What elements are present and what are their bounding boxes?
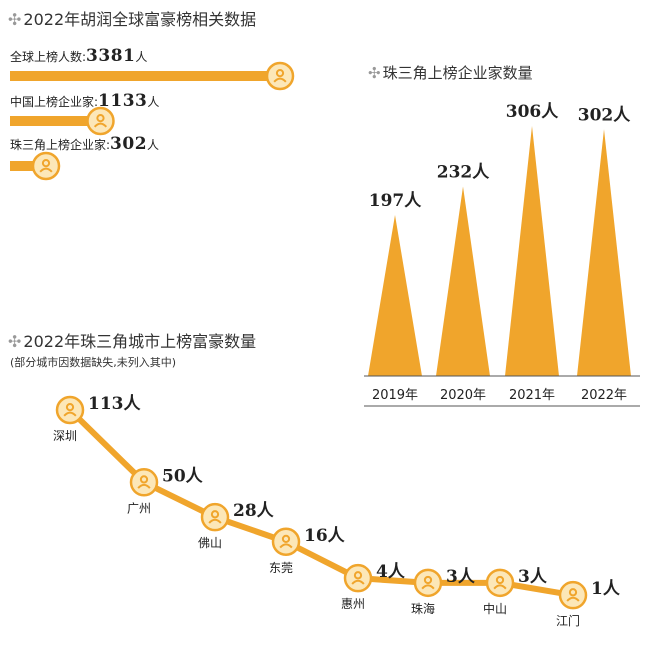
city-value-label: 4人: [376, 562, 406, 582]
person-icon-head: [423, 575, 433, 585]
global-bar: [10, 116, 101, 126]
person-icon: [265, 61, 295, 91]
global-row-unit: 人: [147, 95, 160, 109]
city-value-label: 113人: [88, 394, 141, 414]
global-row-prefix: 珠三角上榜企业家:: [10, 138, 111, 152]
year-value-label: 306人: [506, 102, 559, 122]
city-name-label: 江门: [556, 613, 580, 628]
year-value-label: 197人: [369, 191, 422, 211]
person-icon-head: [568, 588, 578, 597]
city-value-label: 1人: [591, 579, 621, 599]
person-icon-head: [139, 475, 149, 484]
plus-icon: ✣: [368, 64, 381, 82]
global-row-prefix: 全球上榜人数:: [10, 50, 87, 64]
city-value-label: 3人: [518, 567, 548, 587]
year-tick-label: 2022年: [581, 388, 627, 403]
person-icon: [31, 151, 61, 181]
person-icon-body: [421, 584, 435, 590]
prd-yearly-section-title: ✣ 珠三角上榜企业家数量: [368, 62, 533, 83]
person-icon: [413, 568, 443, 598]
prd-city-subtitle: (部分城市因数据缺失,未列入其中): [10, 356, 177, 369]
year-tick-label: 2021年: [509, 388, 555, 403]
global-bars-group: [10, 61, 295, 181]
person-icon-head: [210, 510, 220, 519]
city-name-label: 珠海: [411, 601, 435, 616]
global-row-value: 1133: [98, 91, 148, 111]
city-name-label: 惠州: [341, 597, 365, 611]
prd-city-section-title: ✣ 2022年珠三角城市上榜富豪数量: [8, 328, 256, 352]
global-row-value: 302: [110, 134, 148, 154]
year-value-label: 302人: [578, 105, 631, 125]
city-value-label: 50人: [162, 466, 204, 486]
person-icon: [271, 527, 301, 556]
person-icon-body: [566, 596, 580, 602]
global-section-title: ✣ 2022年胡润全球富豪榜相关数据: [8, 6, 256, 30]
person-icon: [55, 395, 85, 425]
city-name-label: 佛山: [198, 536, 222, 550]
yearly-spike-chart: 197人 2019年 232人 2020年 306人 2021年 302人 2022年: [364, 102, 640, 407]
person-icon-head: [96, 114, 105, 123]
person-icon-head: [495, 575, 505, 585]
global-title-text: 2022年胡润全球富豪榜相关数据: [23, 10, 257, 29]
plus-icon: ✣: [8, 10, 22, 29]
year-spike: [368, 215, 422, 376]
person-icon-body: [351, 579, 365, 585]
person-icon-head: [65, 403, 75, 412]
year-value-label: 232人: [437, 162, 490, 182]
city-value-label: 16人: [304, 526, 346, 546]
global-bar: [10, 71, 280, 81]
year-tick-label: 2020年: [440, 388, 486, 403]
plus-icon: ✣: [8, 332, 22, 351]
year-tick-label: 2019年: [372, 388, 418, 403]
global-bar: [10, 161, 46, 171]
global-row-label-2: 中国上榜企业家:1133人: [10, 91, 159, 111]
person-icon: [200, 502, 230, 532]
city-name-label: 中山: [483, 601, 507, 616]
global-row-prefix: 中国上榜企业家:: [10, 95, 99, 109]
year-spike: [436, 186, 490, 376]
city-name-label: 东莞: [269, 561, 293, 575]
person-icon: [86, 106, 115, 136]
person-icon: [129, 468, 159, 497]
global-row-label-1: 全球上榜人数:3381人: [10, 46, 147, 66]
year-spike: [505, 126, 559, 376]
person-icon: [343, 563, 373, 593]
person-icon-head: [353, 571, 363, 580]
person-icon-head: [281, 534, 291, 544]
city-value-label: 3人: [446, 567, 476, 587]
person-icon: [485, 568, 515, 598]
global-row-value: 3381: [86, 46, 136, 66]
person-icon: [558, 580, 588, 610]
person-icon-body: [279, 543, 293, 549]
person-icon-body: [39, 167, 53, 173]
global-row-unit: 人: [147, 138, 160, 152]
person-icon-body: [93, 122, 108, 128]
prd-yearly-title-text: 珠三角上榜企业家数量: [382, 64, 533, 82]
person-icon-body: [273, 77, 287, 83]
global-row-label-3: 珠三角上榜企业家:302人: [10, 134, 159, 154]
person-icon-body: [493, 584, 507, 590]
global-row-unit: 人: [135, 50, 148, 64]
city-value-label: 28人: [233, 501, 275, 521]
person-icon-body: [63, 411, 77, 417]
city-name-label: 广州: [127, 501, 151, 515]
person-icon-body: [208, 518, 222, 524]
year-spike: [577, 129, 631, 376]
person-icon-body: [137, 483, 151, 489]
person-icon-head: [41, 159, 51, 168]
city-name-label: 深圳: [53, 429, 77, 443]
prd-city-title-text: 2022年珠三角城市上榜富豪数量: [23, 332, 257, 351]
person-icon-head: [275, 69, 285, 78]
